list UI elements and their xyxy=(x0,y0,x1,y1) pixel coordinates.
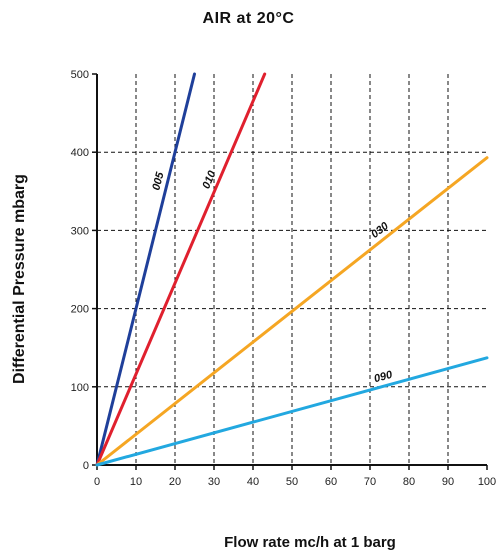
x-tick-label: 50 xyxy=(286,476,298,488)
x-tick-label: 60 xyxy=(325,476,337,488)
y-tick-label: 100 xyxy=(71,382,89,394)
x-tick-label: 40 xyxy=(247,476,259,488)
series-line-030 xyxy=(95,156,489,467)
y-tick-label: 0 xyxy=(83,460,89,472)
chart-title: AIR at 20°C xyxy=(202,10,295,27)
x-tick-label: 10 xyxy=(130,476,142,488)
series-label-030: 030 xyxy=(369,220,392,241)
x-axis-label: Flow rate mc/h at 1 barg xyxy=(224,534,396,551)
x-tick-label: 90 xyxy=(442,476,454,488)
x-tick-label: 30 xyxy=(208,476,220,488)
y-tick-label: 300 xyxy=(71,225,89,237)
y-tick-label: 400 xyxy=(71,147,89,159)
x-tick-label: 20 xyxy=(169,476,181,488)
y-tick-label: 200 xyxy=(71,304,89,316)
series-line-005 xyxy=(95,72,196,467)
series-line-010 xyxy=(95,72,267,467)
x-tick-label: 70 xyxy=(364,476,376,488)
series-label-090: 090 xyxy=(373,369,395,386)
series-line-090 xyxy=(95,356,489,467)
x-tick-label: 0 xyxy=(94,476,100,488)
y-tick-label: 500 xyxy=(71,69,89,81)
series-label-005: 005 xyxy=(150,170,166,192)
x-tick-label: 80 xyxy=(403,476,415,488)
x-tick-label: 100 xyxy=(478,476,496,488)
